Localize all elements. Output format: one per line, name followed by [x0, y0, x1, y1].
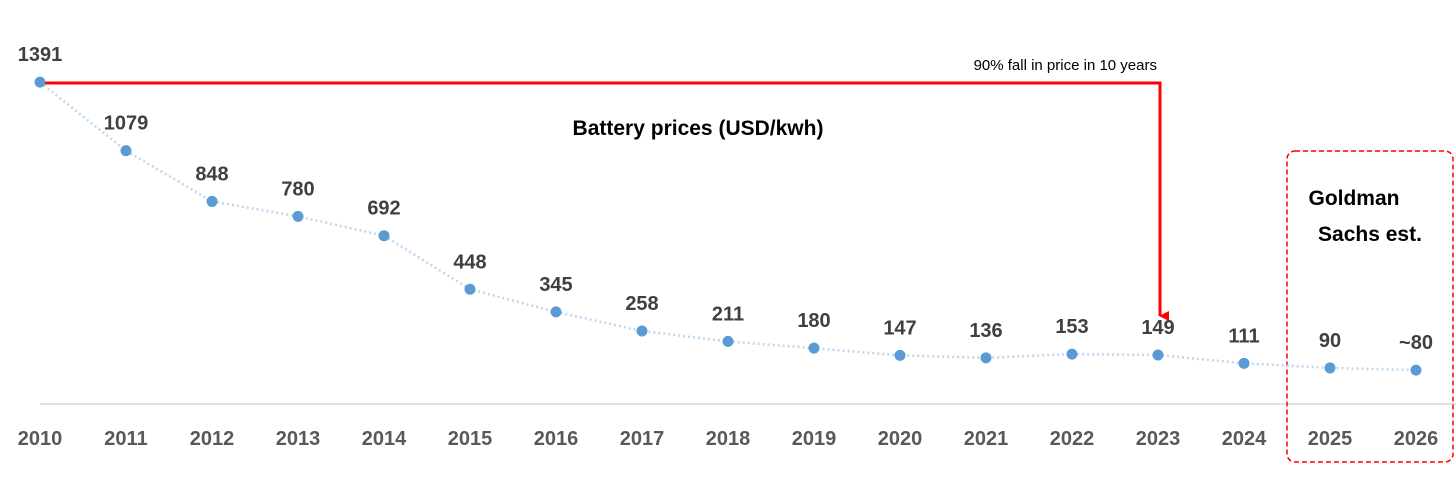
data-point-2026	[1410, 364, 1422, 376]
x-tick-label-2012: 2012	[190, 428, 235, 450]
data-label-2016: 345	[539, 274, 572, 296]
price-fall-annotation: 90% fall in price in 10 years	[974, 57, 1157, 74]
data-label-2012: 848	[195, 163, 228, 185]
x-tick-label-2015: 2015	[448, 428, 493, 450]
data-point-2022	[1066, 348, 1078, 360]
estimate-label-line1: Goldman	[1308, 187, 1399, 210]
data-point-2023	[1152, 349, 1164, 361]
data-point-2013	[292, 210, 304, 222]
data-point-2020	[894, 349, 906, 361]
data-label-2011: 1079	[104, 113, 149, 135]
data-label-2025: 90	[1319, 330, 1341, 352]
price-fall-arrow	[38, 81, 1169, 321]
x-tick-label-2019: 2019	[792, 428, 837, 450]
data-label-2024: 111	[1228, 325, 1259, 347]
data-label-2018: 211	[712, 303, 744, 325]
data-point-2024	[1238, 357, 1250, 369]
x-tick-label-2025: 2025	[1308, 428, 1353, 450]
x-tick-label-2017: 2017	[620, 428, 665, 450]
estimate-box	[1286, 150, 1454, 463]
x-tick-label-2011: 2011	[104, 428, 147, 450]
x-tick-label-2021: 2021	[964, 428, 1009, 450]
x-tick-label-2020: 2020	[878, 428, 923, 450]
data-point-2019	[808, 342, 820, 354]
data-point-2012	[206, 195, 218, 207]
data-point-2010	[34, 76, 46, 88]
data-label-2010: 1391	[18, 44, 63, 66]
data-point-2025	[1324, 362, 1336, 374]
data-label-2020: 147	[883, 317, 916, 339]
x-tick-label-2013: 2013	[276, 428, 321, 450]
x-tick-label-2016: 2016	[534, 428, 579, 450]
data-label-2022: 153	[1055, 316, 1088, 338]
x-tick-label-2010: 2010	[18, 428, 63, 450]
x-tick-label-2018: 2018	[706, 428, 751, 450]
data-label-2013: 780	[281, 178, 314, 200]
x-tick-label-2023: 2023	[1136, 428, 1181, 450]
data-label-2021: 136	[969, 320, 1002, 342]
data-label-2026: ~80	[1399, 332, 1433, 354]
x-tick-label-2024: 2024	[1222, 428, 1267, 450]
data-point-2015	[464, 283, 476, 295]
data-label-2019: 180	[797, 310, 830, 332]
data-label-2015: 448	[453, 251, 486, 273]
data-label-2017: 258	[625, 293, 658, 315]
x-tick-label-2014: 2014	[362, 428, 407, 450]
data-point-2014	[378, 230, 390, 242]
data-point-2018	[722, 335, 734, 347]
data-point-2016	[550, 306, 562, 318]
x-tick-label-2022: 2022	[1050, 428, 1095, 450]
data-point-2021	[980, 352, 992, 364]
data-label-2023: 149	[1141, 317, 1174, 339]
chart-title: Battery prices (USD/kwh)	[573, 117, 824, 140]
chart-marks: 1391 2010 1079 2011 848 2012 780 2013 692 2014 448…	[18, 44, 1439, 450]
estimate-label-line2: Sachs est.	[1318, 223, 1422, 246]
x-tick-label-2026: 2026	[1394, 428, 1439, 450]
data-label-2014: 692	[367, 198, 400, 220]
data-point-2011	[120, 145, 132, 157]
data-point-2017	[636, 325, 648, 337]
